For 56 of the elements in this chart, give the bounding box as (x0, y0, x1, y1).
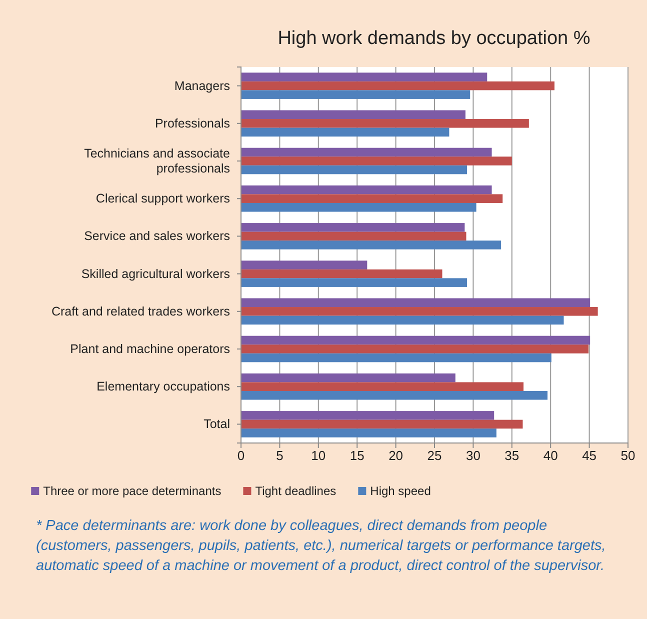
bar (241, 420, 523, 429)
x-tick-label: 40 (543, 448, 558, 464)
x-tick-label: 20 (388, 448, 404, 464)
x-tick-label: 10 (311, 448, 326, 464)
bar (241, 156, 512, 166)
bar (241, 223, 465, 232)
bar (241, 298, 590, 308)
y-tick-label: Plant and machine operators (70, 342, 230, 356)
x-tick-label: 5 (276, 448, 284, 464)
bar (241, 316, 564, 325)
bar (241, 81, 554, 90)
bar (241, 428, 496, 438)
y-tick-label: Craft and related trades workers (51, 304, 230, 318)
bar (241, 148, 492, 157)
y-tick-label: Skilled agricultural workers (81, 266, 230, 281)
bar (241, 185, 492, 194)
legend-label: Three or more pace determinants (43, 484, 222, 498)
y-tick-label: Technicians and associate professionals (84, 146, 230, 176)
y-tick-label: Elementary occupations (96, 380, 230, 394)
y-tick-label: Total (204, 417, 230, 432)
bar (241, 165, 468, 174)
chart-title: High work demands by occupation % (278, 28, 590, 49)
x-tick-label: 0 (237, 448, 245, 464)
bar (241, 307, 598, 316)
bar (241, 260, 368, 270)
y-tick-label: Service and sales workers (84, 229, 230, 244)
bar (241, 390, 548, 400)
text: * Pace determinants are: work done by colleagues, direct demands from people (customers, passengers, pupils, patients, etc.), numerical targets or performance targets, automatic speed of a machine or movement of a product, direct control of the supervisor. (36, 518, 606, 574)
y-tick-label: Professionals (154, 116, 230, 130)
bar (241, 411, 494, 420)
bar (241, 336, 590, 345)
y-tick-label: Clerical support workers (96, 192, 230, 206)
x-tick-label: 25 (427, 448, 442, 464)
bar (241, 373, 456, 382)
bar (241, 194, 503, 203)
bar (241, 72, 488, 82)
bar (241, 353, 552, 362)
legend-label: Tight deadlines (255, 484, 336, 498)
bar (241, 110, 466, 120)
x-tick-label: 30 (466, 448, 480, 464)
bar (241, 269, 442, 278)
bar (241, 128, 450, 137)
bar (241, 278, 468, 287)
x-tick-label: 50 (620, 448, 636, 464)
x-tick-label: 35 (504, 448, 520, 464)
bar (241, 232, 466, 241)
x-tick-label: 15 (350, 448, 364, 464)
y-tick-label: Managers (174, 78, 230, 93)
bar (241, 240, 502, 250)
bar (241, 382, 524, 391)
x-tick-label: 45 (582, 448, 597, 464)
bar (241, 119, 529, 128)
bar (241, 344, 589, 354)
bar (241, 90, 470, 99)
legend-label: High speed (370, 484, 431, 498)
bar (241, 202, 476, 212)
